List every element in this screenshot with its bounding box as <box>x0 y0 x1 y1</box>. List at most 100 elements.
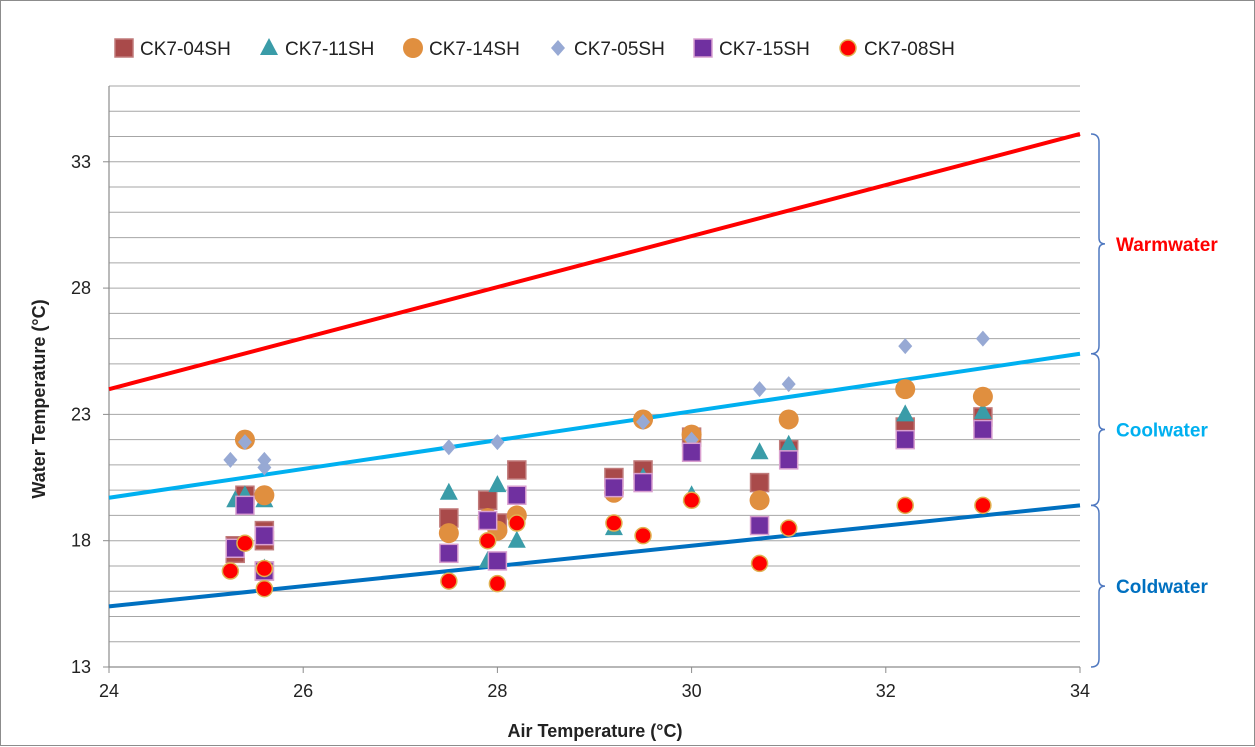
data-point <box>478 531 497 550</box>
x-tick-label: 28 <box>487 681 507 701</box>
data-point <box>749 490 770 511</box>
legend-label: CK7-11SH <box>285 39 374 60</box>
legend-label: CK7-15SH <box>719 39 810 60</box>
data-point <box>236 534 254 552</box>
data-point <box>257 459 272 476</box>
data-point <box>749 515 770 536</box>
y-tick-label: 28 <box>71 278 91 298</box>
y-tick-label: 23 <box>71 404 91 424</box>
y-tick-label: 13 <box>71 657 91 677</box>
data-point <box>255 579 274 598</box>
data-point <box>975 330 990 347</box>
data-point <box>896 496 914 515</box>
legend-label: CK7-05SH <box>574 39 665 60</box>
data-point <box>439 482 458 500</box>
legend-label: CK7-04SH <box>140 39 231 60</box>
data-point <box>681 442 702 463</box>
y-tick-label: 33 <box>71 152 91 172</box>
data-point <box>221 562 240 580</box>
legend-item: CK7-08SH <box>839 39 955 60</box>
data-point <box>507 530 526 548</box>
x-tick-label: 30 <box>682 681 702 701</box>
data-point <box>441 439 456 456</box>
data-point <box>779 434 798 452</box>
data-point <box>477 510 498 531</box>
zone-brackets: Warmwater Coolwater Coldwater <box>1090 133 1218 668</box>
legend-item: CK7-14SH <box>403 38 520 60</box>
legend-label: CK7-14SH <box>429 39 520 60</box>
y-axis-title: Water Temperature (°C) <box>29 299 49 498</box>
data-point <box>749 472 770 493</box>
data-point <box>634 526 652 545</box>
data-point <box>895 379 916 400</box>
legend-marker <box>114 38 134 58</box>
data-point <box>973 401 992 419</box>
legend-label: CK7-08SH <box>864 39 955 60</box>
gridlines <box>109 85 1080 643</box>
data-point <box>488 475 507 493</box>
data-point <box>487 551 508 571</box>
x-tick-label: 34 <box>1070 681 1090 701</box>
legend: CK7-04SH CK7-11SH CK7-14SH CK7-05SH CK7-15SH… <box>114 38 955 60</box>
data-point <box>507 460 527 480</box>
data-point <box>898 338 913 355</box>
legend-item: CK7-04SH <box>114 38 231 60</box>
series-ck7-08sh <box>221 491 992 598</box>
data-point <box>438 523 459 544</box>
zone-bracket <box>1090 133 1106 355</box>
x-tick-label: 32 <box>876 681 896 701</box>
data-point <box>255 559 274 578</box>
data-point <box>507 485 527 505</box>
x-tick-label: 26 <box>293 681 313 701</box>
data-point <box>972 386 993 407</box>
data-point <box>439 543 459 564</box>
data-point <box>235 495 255 516</box>
data-point <box>237 434 252 451</box>
zone-label: Warmwater <box>1116 235 1218 256</box>
reference-line <box>108 351 1081 500</box>
data-point <box>682 491 701 510</box>
axes <box>103 86 1081 673</box>
legend-item: CK7-15SH <box>693 38 810 60</box>
data-point <box>633 472 653 493</box>
data-point <box>223 451 238 468</box>
data-point <box>490 434 505 451</box>
data-point <box>254 485 275 506</box>
data-point <box>781 376 796 393</box>
data-point <box>604 477 624 498</box>
legend-marker <box>839 39 857 57</box>
data-point <box>779 519 798 537</box>
zone-bracket <box>1090 504 1106 668</box>
data-points <box>221 330 993 598</box>
x-axis-title: Air Temperature (°C) <box>508 721 683 741</box>
data-point <box>508 514 526 532</box>
data-point <box>488 574 507 593</box>
zone-label: Coldwater <box>1116 577 1208 598</box>
data-point <box>440 572 458 590</box>
reference-line <box>108 132 1081 392</box>
series-ck7-05sh <box>223 330 990 476</box>
legend-marker <box>693 38 713 58</box>
data-point <box>896 404 915 422</box>
y-tick-label: 18 <box>71 531 91 551</box>
x-tick-label: 24 <box>99 681 119 701</box>
data-point <box>605 514 623 532</box>
data-point <box>254 525 275 546</box>
zone-bracket <box>1090 353 1106 507</box>
data-point <box>636 413 651 430</box>
legend-marker <box>260 38 278 55</box>
legend-item: CK7-05SH <box>551 39 665 60</box>
data-point <box>750 442 769 460</box>
data-point <box>778 409 799 430</box>
tick-labels: 24 26 28 30 32 34 13 18 23 28 33 <box>71 152 1090 701</box>
legend-marker <box>403 38 423 58</box>
legend-item: CK7-11SH <box>260 38 374 60</box>
data-point <box>477 490 498 511</box>
data-point <box>750 554 769 573</box>
data-point <box>973 419 993 440</box>
data-point <box>778 450 799 470</box>
data-point <box>974 496 992 515</box>
legend-marker <box>551 40 565 56</box>
